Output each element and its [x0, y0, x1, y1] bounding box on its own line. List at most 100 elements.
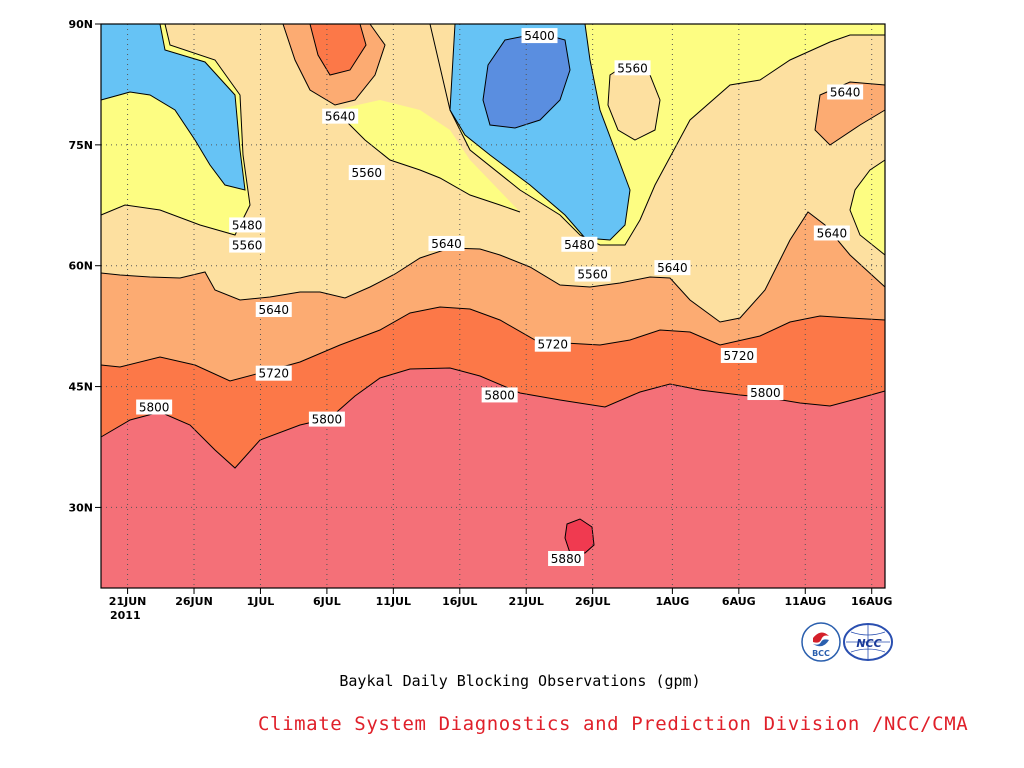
contour-label-text: 5640 [817, 226, 848, 240]
contour-label-text: 5560 [232, 239, 263, 253]
band-5560-5640-island [608, 62, 660, 140]
contour-label-box [534, 336, 571, 352]
contour-label: 5400 [521, 28, 558, 44]
x-tick-label: 21JUN [109, 595, 147, 608]
contour-label-box [136, 399, 173, 415]
contour-label-text: 5800 [312, 413, 343, 427]
contour-label-text: 5640 [431, 237, 462, 251]
x-tick-label: 26JUL [575, 595, 610, 608]
contour-label: 5480 [561, 236, 598, 252]
contour-5560-north [429, 23, 885, 246]
contour-label: 5720 [720, 347, 757, 363]
x-tick-label: 6AUG [722, 595, 756, 608]
contour-label-box [747, 385, 784, 401]
svg-text:BCC: BCC [812, 649, 830, 658]
contour-5720 [100, 306, 886, 382]
contour-label: 5560 [614, 60, 651, 76]
contour-label-text: 5400 [524, 29, 555, 43]
x-tick-label: 6JUL [313, 595, 341, 608]
x-tick-label: 16JUL [442, 595, 477, 608]
contour-5560-mid [334, 109, 521, 213]
ncc-logo: NCC [843, 622, 893, 662]
contour-5640-ne [814, 81, 886, 146]
contour-label: 5560 [348, 165, 385, 181]
contour-labels: 5400 5560 5640 5640 5560 5480 5640 5560 5480 5640… [136, 28, 864, 566]
contour-label-box [813, 225, 850, 241]
contour-label-text: 5800 [484, 388, 515, 402]
plot-frame [100, 23, 886, 589]
contour-label-text: 5640 [830, 85, 861, 99]
contour-label-box [827, 84, 864, 100]
contour-label: 5560 [574, 266, 611, 282]
contour-label-text: 5800 [139, 401, 170, 415]
contour-5720-north [309, 23, 367, 76]
contour-label-box [548, 550, 585, 566]
contour-label-box [561, 236, 598, 252]
contour-label-text: 5720 [724, 349, 755, 363]
x-tick-label: 1AUG [655, 595, 689, 608]
contour-lines [100, 23, 886, 554]
contour-label: 5720 [534, 336, 571, 352]
contour-label-text: 5560 [577, 268, 608, 282]
contour-label: 5640 [827, 84, 864, 100]
contour-label-text: 5640 [258, 303, 289, 317]
contour-label-box [255, 302, 292, 318]
contour-label-text: 5720 [258, 367, 289, 381]
contour-label: 5640 [654, 260, 691, 276]
contour-label-text: 5480 [232, 218, 263, 232]
contour-5640 [100, 211, 886, 323]
contour-label-text: 5560 [351, 166, 382, 180]
y-tick-label: 60N [68, 260, 93, 273]
x-axis-year-label: 2011 [110, 609, 141, 622]
contour-label: 5800 [308, 411, 345, 427]
x-tick-label: 11AUG [785, 595, 826, 608]
band-5800-5880 [101, 368, 885, 588]
contour-label: 5880 [548, 550, 585, 566]
contour-label-text: 5480 [564, 238, 595, 252]
contour-label: 5800 [481, 387, 518, 403]
x-tick-label: 21JUL [509, 595, 544, 608]
band-5400-5480-nw [101, 24, 245, 190]
chart-caption: Baykal Daily Blocking Observations (gpm) [339, 672, 701, 690]
contour-label-box [322, 108, 359, 124]
band-above-5880 [565, 519, 594, 553]
contour-label-box [614, 60, 651, 76]
contour-label-box [229, 217, 266, 233]
contour-label-box [481, 387, 518, 403]
y-axis: 90N 75N 60N 45N 30N [68, 18, 101, 514]
contour-label-box [428, 235, 465, 251]
contour-label-box [521, 28, 558, 44]
contour-bands [101, 24, 885, 588]
x-tick-label: 16AUG [851, 595, 892, 608]
contour-5560-east [849, 159, 886, 256]
x-tick-label: 26JUN [175, 595, 213, 608]
band-5480-5560-mid [335, 100, 520, 212]
contour-label: 5720 [255, 365, 292, 381]
contour-label-box [720, 347, 757, 363]
band-below-5400 [483, 33, 570, 128]
contour-5640-north [282, 23, 386, 106]
y-tick-label: 30N [68, 501, 93, 514]
contour-label: 5560 [229, 237, 266, 253]
contour-label-text: 5720 [538, 338, 569, 352]
contour-label-text: 5640 [325, 110, 356, 124]
contour-label-text: 5880 [551, 552, 582, 566]
contour-label: 5800 [136, 399, 173, 415]
contour-label-text: 5560 [617, 61, 648, 75]
contour-label-box [574, 266, 611, 282]
contour-label-text: 5640 [657, 261, 688, 275]
y-tick-label: 45N [68, 381, 93, 394]
contour-label: 5640 [255, 302, 292, 318]
x-tick-label: 11JUL [376, 595, 411, 608]
contour-label: 5640 [428, 235, 465, 251]
contour-label-text: 5800 [750, 386, 781, 400]
credit-line: Climate System Diagnostics and Predictio… [258, 713, 969, 735]
y-tick-label: 90N [68, 18, 93, 31]
contour-label-box [654, 260, 691, 276]
contour-label: 5480 [229, 217, 266, 233]
contour-label-box [348, 165, 385, 181]
contour-5560-nw [100, 23, 251, 236]
bcc-logo: BCC [801, 622, 841, 662]
contour-label: 5640 [813, 225, 850, 241]
